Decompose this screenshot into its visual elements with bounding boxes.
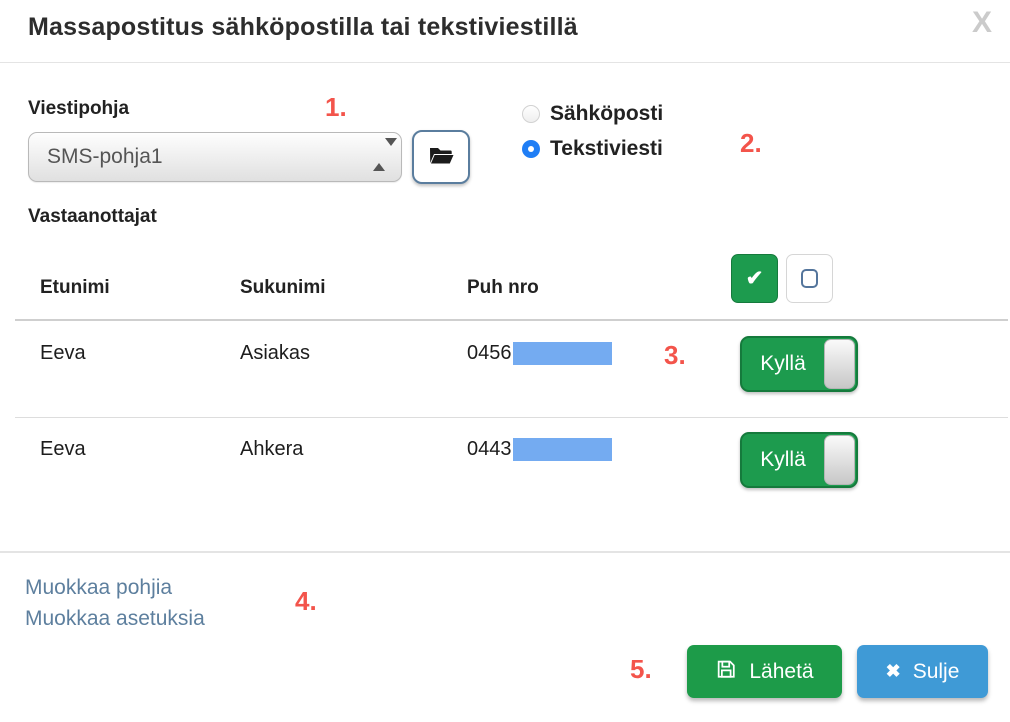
deselect-all-button[interactable] <box>786 254 833 303</box>
modal-header: Massapostitus sähköpostilla tai tekstivi… <box>0 0 1010 63</box>
cell-last-name: Asiakas <box>240 342 311 364</box>
template-select[interactable]: SMS-pohja1 <box>28 132 402 182</box>
cell-last-name: Ahkera <box>240 438 304 460</box>
radio-email[interactable] <box>522 105 540 123</box>
annotation-4: 4. <box>295 586 317 616</box>
open-template-button[interactable] <box>412 130 470 184</box>
annotation-2: 2. <box>740 128 762 158</box>
template-select-value: SMS-pohja1 <box>47 145 163 168</box>
cell-phone: 0456 <box>467 342 612 365</box>
close-button-label: Sulje <box>912 659 960 683</box>
check-icon: ✔ <box>745 267 764 290</box>
column-header-firstname: Etunimi <box>40 277 110 298</box>
cell-first-name: Eeva <box>40 438 86 460</box>
annotation-5: 5. <box>630 654 652 684</box>
send-button-label: Lähetä <box>749 659 814 683</box>
toggle-handle <box>824 435 855 485</box>
empty-checkbox-icon <box>801 269 818 288</box>
radio-email-label: Sähköposti <box>550 102 664 125</box>
phone-redaction-box <box>512 438 612 461</box>
radio-row-email: Sähköposti <box>522 102 663 126</box>
open-folder-icon <box>427 143 455 172</box>
radio-sms[interactable] <box>522 140 540 158</box>
edit-settings-link[interactable]: Muokkaa asetuksia <box>25 607 205 630</box>
phone-prefix: 0456 <box>467 342 512 364</box>
edit-templates-link[interactable]: Muokkaa pohjia <box>25 576 173 599</box>
annotation-3: 3. <box>664 340 686 370</box>
column-header-lastname: Sukunimi <box>240 277 326 298</box>
table-row: Eeva Ahkera 0443 Kyllä <box>15 418 1008 514</box>
recipients-label: Vastaanottajat <box>28 206 157 227</box>
select-arrows-icon <box>373 138 397 171</box>
phone-redaction-box <box>512 342 612 365</box>
modal-title: Massapostitus sähköpostilla tai tekstivi… <box>28 13 578 41</box>
cell-first-name: Eeva <box>40 342 86 364</box>
cell-phone: 0443 <box>467 438 612 461</box>
radio-sms-label: Tekstiviesti <box>550 137 663 160</box>
floppy-disk-icon <box>715 658 737 686</box>
template-label: Viestipohja <box>28 98 130 119</box>
toggle-handle <box>824 339 855 389</box>
table-row: Eeva Asiakas 0456 Kyllä <box>15 322 1008 418</box>
row-toggle[interactable]: Kyllä <box>740 336 858 392</box>
row-toggle[interactable]: Kyllä <box>740 432 858 488</box>
select-all-button[interactable]: ✔ <box>731 254 778 303</box>
radio-row-sms: Tekstiviesti <box>522 137 663 161</box>
column-header-phone: Puh nro <box>467 277 539 298</box>
send-button[interactable]: Lähetä <box>687 645 842 698</box>
phone-prefix: 0443 <box>467 438 512 460</box>
toggle-label: Kyllä <box>760 448 806 471</box>
close-button[interactable]: ✖ Sulje <box>857 645 988 698</box>
toggle-label: Kyllä <box>760 352 806 375</box>
x-icon: ✖ <box>885 661 901 681</box>
footer-divider <box>0 551 1010 553</box>
annotation-1: 1. <box>325 92 347 122</box>
table-header-divider <box>15 319 1008 321</box>
close-icon[interactable]: X <box>971 6 992 39</box>
